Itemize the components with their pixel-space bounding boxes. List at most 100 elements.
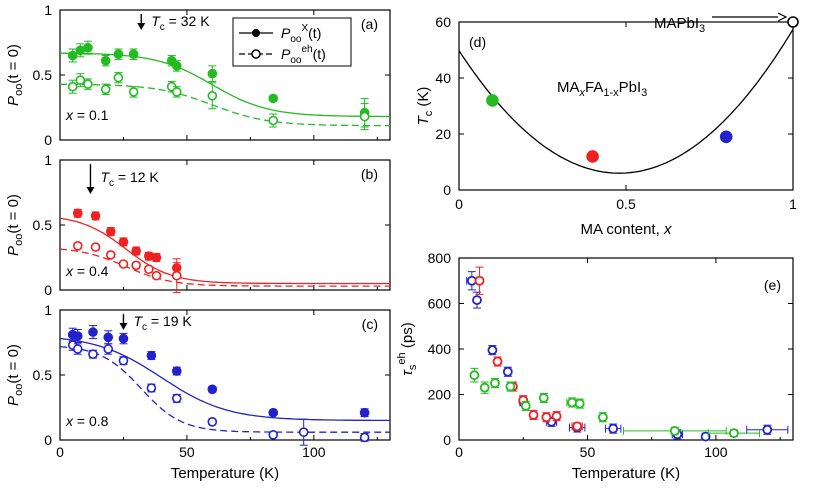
- data-point-open: [700, 431, 711, 442]
- tc-label: Tc = 32 K: [151, 13, 210, 33]
- panel-label: (b): [361, 166, 378, 182]
- panel-label: (d): [469, 34, 486, 50]
- composition-label: x = 0.4: [65, 263, 109, 279]
- xlabel-text: MA content,: [581, 221, 664, 238]
- data-point-open: [787, 16, 799, 28]
- data-point-filled: [171, 366, 182, 376]
- data-point-open: [144, 264, 154, 275]
- panel-label: (e): [764, 277, 781, 293]
- data-point-open: [118, 259, 129, 269]
- fit-line-dashed: [60, 83, 390, 127]
- panel-frame: [458, 21, 794, 191]
- ylabel-tail: (t = 0): [5, 44, 22, 84]
- data-point-open: [131, 260, 141, 271]
- data-point-open: [541, 412, 552, 423]
- compound-a: MA: [557, 79, 580, 96]
- legend-sup: X: [301, 23, 308, 34]
- ylabel-sub: s: [407, 364, 419, 370]
- data-point-filled: [100, 55, 111, 66]
- data-point-filled: [72, 331, 83, 341]
- tc-value: = 12 K: [114, 169, 159, 185]
- data-point-filled: [72, 208, 83, 219]
- compound-e: PbI: [619, 79, 642, 96]
- data-point-open: [466, 275, 477, 286]
- tc-label: Tc = 19 K: [133, 313, 192, 333]
- ylabel-tail: (ps): [399, 322, 416, 352]
- panel-e: 0 50 100 0 200 400 600 800 (e) τseh (ps) Temperatu…: [396, 250, 794, 482]
- data-point-open: [151, 270, 162, 281]
- composition-value: = 0.4: [73, 263, 109, 279]
- ylabel-sub: oo: [13, 384, 25, 396]
- y-axis-label: Tc (K): [415, 87, 435, 126]
- legend-label-open: Pooeh(t): [281, 44, 326, 66]
- tc-arrow-head: [119, 323, 128, 330]
- panel-frame: [458, 257, 794, 441]
- annotation-sub: 3: [699, 23, 705, 35]
- tc-base: T: [151, 13, 161, 29]
- y-tick-label: 0.5: [33, 67, 53, 83]
- data-point-open: [118, 355, 129, 366]
- x-tick-label: 1: [789, 196, 797, 212]
- data-point-open: [128, 87, 139, 97]
- composition-var: x: [65, 413, 74, 429]
- annotation-label: MAPbI3: [654, 15, 705, 35]
- data-point-open: [669, 425, 680, 436]
- ylabel-base: T: [415, 114, 432, 125]
- y-tick-label: 40: [435, 70, 451, 86]
- y-axis-label: Poo(t = 0): [5, 344, 25, 406]
- data-point-open: [487, 345, 498, 356]
- data-point-open: [268, 115, 279, 126]
- x-axis-label: MA content, x: [581, 221, 672, 238]
- panel-c: 0 50 100 0 0.5 1 (c) x = 0.8 Tc = 19 K Poo(t = 0): [5, 302, 391, 460]
- data-point-open: [729, 428, 739, 439]
- x-axis-label-left: Temperature (K): [171, 465, 279, 482]
- tc-value: = 19 K: [147, 313, 192, 329]
- data-point-filled: [118, 333, 129, 344]
- compound-label: MAxFA1-xPbI3: [557, 79, 647, 99]
- data-point-filled: [75, 45, 86, 56]
- data-point-open: [75, 75, 86, 85]
- data-point-open: [207, 416, 218, 427]
- legend: PooX(t)Pooeh(t): [232, 17, 352, 67]
- x-tick-label: 100: [302, 444, 326, 460]
- tc-sub: c: [109, 178, 114, 189]
- data-point-filled: [118, 237, 129, 247]
- y-tick-label: 200: [428, 387, 452, 403]
- legend-sup: eh: [301, 44, 312, 55]
- compound-f: 3: [641, 87, 647, 99]
- fit-line-dashed: [59, 346, 390, 433]
- data-point-open: [171, 393, 182, 404]
- ylabel-base: τ: [399, 369, 416, 376]
- data-point-open: [146, 383, 157, 393]
- data-point-filled: [151, 252, 162, 263]
- data-point-open: [268, 429, 279, 440]
- data-point-filled: [268, 93, 279, 104]
- y-tick-label: 0: [44, 132, 52, 148]
- data-point-filled: [359, 407, 370, 418]
- data-point-open: [597, 412, 608, 423]
- data-point-open: [359, 111, 370, 122]
- ylabel-sub: oo: [13, 84, 25, 96]
- y-tick-label: 60: [435, 14, 451, 30]
- data-point-open: [298, 427, 309, 438]
- composition-value: = 0.1: [73, 107, 109, 123]
- data-point-open: [538, 393, 549, 403]
- data-point-open: [520, 400, 531, 411]
- composition-value: = 0.8: [73, 413, 109, 429]
- y-tick-label: 0.5: [33, 217, 53, 233]
- y-tick-label: 0: [443, 432, 451, 448]
- x-tick-label: 0: [455, 444, 463, 460]
- y-tick-label: 400: [428, 341, 452, 357]
- data-point-filled: [586, 150, 599, 163]
- data-point-open: [502, 366, 513, 377]
- x-tick-label: 50: [580, 444, 596, 460]
- data-point-filled: [268, 407, 279, 418]
- data-point-open: [479, 382, 490, 393]
- panel-b: 0 0.5 1 (b) x = 0.4 Tc = 12 K Poo(t = 0): [5, 152, 391, 298]
- y-tick-label: 1: [44, 302, 52, 318]
- panel-label: (c): [362, 316, 378, 332]
- compound-d: 1-x: [603, 87, 619, 99]
- data-point-filled: [128, 49, 139, 60]
- y-tick-label: 600: [428, 296, 452, 312]
- tc-fit-curve: [458, 28, 794, 174]
